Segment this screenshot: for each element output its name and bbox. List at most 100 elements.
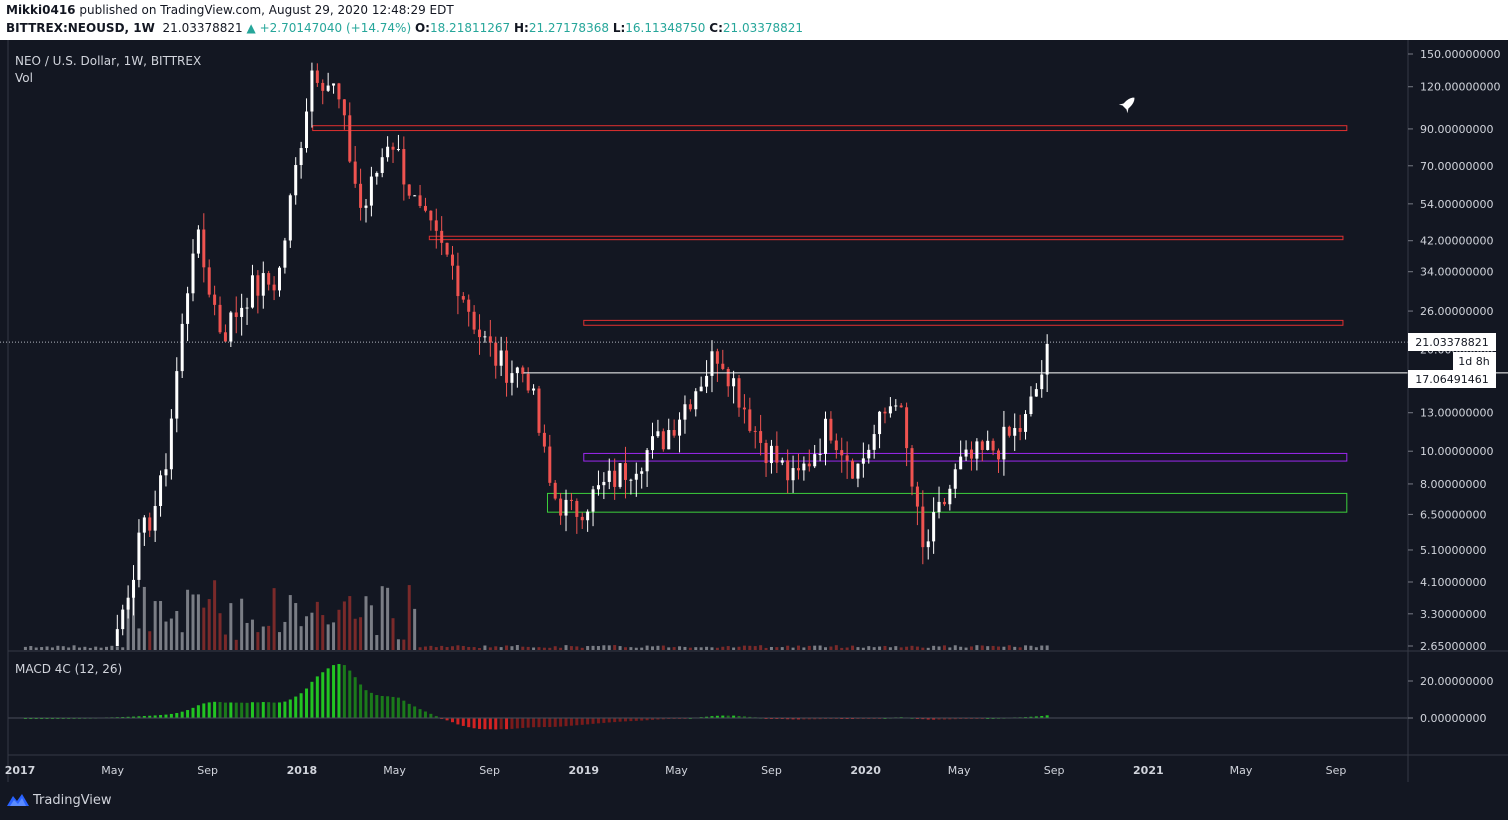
price-axis-label: 13.00000000	[1420, 407, 1493, 420]
volume-bar	[402, 639, 406, 650]
candle-body	[661, 431, 665, 450]
candle-body	[342, 99, 346, 116]
macd-bar	[218, 702, 222, 718]
candle-body	[434, 220, 438, 231]
tradingview-logo-icon[interactable]	[6, 792, 30, 808]
candle-body	[921, 506, 925, 548]
price-axis-label: 54.00000000	[1420, 198, 1493, 211]
candle-body	[207, 267, 211, 295]
volume-bar	[369, 605, 373, 650]
candle-body	[326, 85, 330, 91]
volume-bar	[110, 645, 114, 650]
price-chart[interactable]: 150.00000000 120.00000000 90.00000000 70.00…	[0, 40, 1508, 782]
candle-body	[623, 463, 627, 480]
candle-body	[672, 430, 676, 436]
macd-bar	[126, 716, 130, 718]
volume-bar	[921, 647, 925, 650]
volume-bar	[915, 646, 919, 650]
macd-bar	[786, 718, 790, 720]
candle-body	[780, 460, 784, 463]
volume-bar	[380, 586, 384, 650]
candle-body	[807, 463, 811, 467]
macd-bar	[813, 718, 817, 720]
volume-bar	[715, 647, 719, 650]
macd-bar	[272, 702, 276, 718]
candle-body	[375, 172, 379, 177]
macd-axis-label: 0.00000000	[1420, 712, 1486, 725]
candle-body	[964, 449, 968, 457]
red-zone-rect[interactable]	[583, 319, 1344, 326]
volume-bar	[975, 645, 979, 650]
volume-bar	[1029, 645, 1033, 650]
macd-bar	[737, 716, 741, 718]
candle-body	[651, 436, 655, 451]
time-axis[interactable]: 2017 May Sep 2018 May Sep 2019 May Sep 2020 May Sep…	[5, 764, 1347, 777]
candle-body	[234, 312, 238, 317]
rocket-icon	[1118, 97, 1135, 114]
candle-body	[488, 336, 492, 343]
candle-body	[591, 489, 595, 512]
volume-bar	[829, 646, 833, 650]
candle-body	[245, 307, 249, 309]
candle-body	[461, 296, 465, 300]
price-axis-label: 90.00000000	[1420, 123, 1493, 136]
volume-bar	[688, 647, 692, 650]
macd-bar	[478, 718, 482, 729]
macd-bar	[818, 718, 822, 720]
macd-bar	[169, 713, 173, 718]
time-axis-label: Sep	[761, 764, 782, 777]
volume-bar	[710, 647, 714, 650]
candle-body	[818, 453, 822, 455]
volume-bar	[94, 646, 98, 650]
volume-bar	[364, 596, 368, 650]
candle-body	[932, 512, 936, 542]
footer: TradingView	[0, 782, 1508, 820]
volume-bar	[29, 646, 33, 650]
red-zone-rect[interactable]	[312, 125, 1348, 132]
candle-body	[575, 500, 579, 517]
candle-body	[997, 450, 1001, 460]
candle-body	[824, 418, 828, 454]
volume-bar	[834, 645, 838, 650]
volume-bar	[494, 646, 498, 650]
candle-body	[1040, 374, 1044, 390]
candle-body	[283, 240, 287, 268]
macd-bar	[299, 693, 303, 718]
high-label: H:	[513, 21, 529, 35]
volume-bar	[191, 594, 195, 650]
macd-bar	[715, 715, 719, 718]
volume-bar	[651, 646, 655, 650]
volume-bar	[602, 645, 606, 650]
volume-bar	[645, 645, 649, 650]
author-name[interactable]: Mikki0416	[6, 3, 76, 17]
volume-bar	[418, 647, 422, 650]
volume-bar	[456, 645, 460, 650]
macd-bar	[315, 676, 319, 718]
candle-body	[499, 350, 503, 366]
red-zone-rect[interactable]	[428, 235, 1344, 241]
candle-body	[910, 448, 914, 487]
volume-bar	[321, 615, 325, 650]
time-axis-label: May	[383, 764, 406, 777]
price-axis-label: 8.00000000	[1420, 478, 1486, 491]
candle-body	[196, 229, 200, 254]
candle-body	[894, 405, 898, 407]
macd-axis[interactable]: 20.00000000 0.00000000	[1408, 675, 1493, 725]
volume-bar	[791, 647, 795, 650]
candle-body	[975, 441, 979, 459]
candle-body	[802, 463, 806, 471]
candle-body	[423, 205, 427, 211]
candle-body	[186, 293, 190, 324]
volume-bar	[856, 647, 860, 650]
candle-body	[742, 407, 746, 410]
macd-bar	[213, 701, 217, 718]
candle-body	[1024, 414, 1028, 432]
tradingview-brand[interactable]: TradingView	[33, 793, 112, 808]
volume-bar	[851, 645, 855, 650]
volume-bar	[769, 646, 773, 650]
macd-bar	[726, 715, 730, 718]
volume-bar	[591, 645, 595, 650]
price-axis[interactable]: 150.00000000 120.00000000 90.00000000 70.00…	[1408, 48, 1500, 653]
green-zone-rect[interactable]	[546, 492, 1348, 513]
macd-layer	[8, 664, 1408, 730]
